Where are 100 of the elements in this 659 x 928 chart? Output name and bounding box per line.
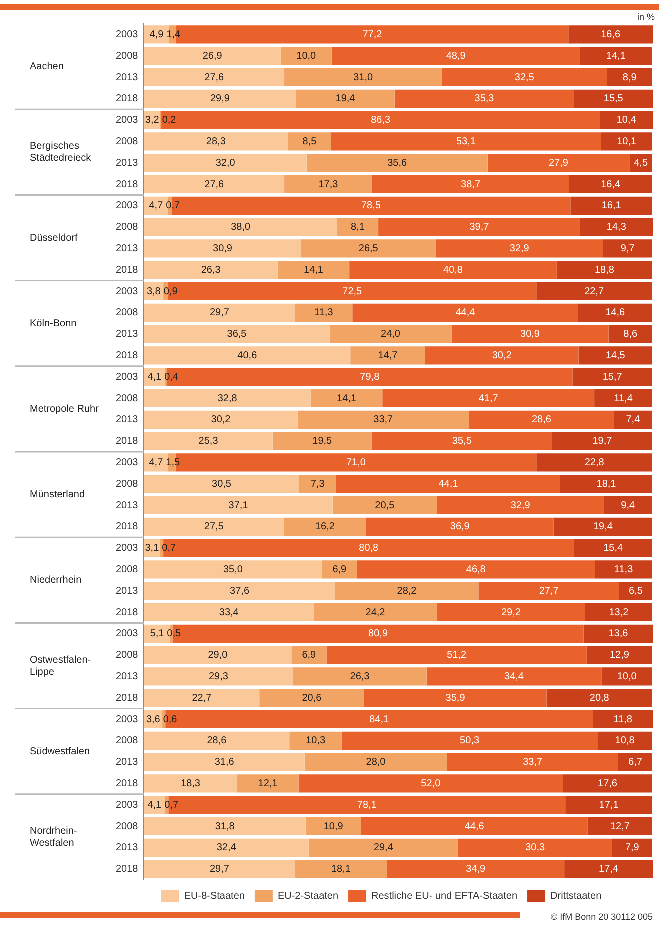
bar xyxy=(290,732,342,750)
data-label: 4,1 xyxy=(148,372,162,383)
bar xyxy=(332,47,580,66)
data-label: 32,4 xyxy=(216,842,237,854)
data-label: 16,6 xyxy=(601,29,621,40)
data-label: 26,3 xyxy=(201,264,222,276)
y-tick-label: 2018 xyxy=(116,522,139,533)
data-label: 18,8 xyxy=(594,264,615,276)
data-label: 11,3 xyxy=(314,308,334,319)
bar xyxy=(299,475,336,494)
data-label: 48,9 xyxy=(446,50,466,62)
bar xyxy=(552,432,652,450)
data-label: 30,2 xyxy=(492,350,512,362)
data-label: 18,1 xyxy=(331,864,352,876)
bar xyxy=(546,689,652,708)
data-label: 29,9 xyxy=(210,94,230,105)
text: Ostwestfalen-Lippe xyxy=(30,654,92,678)
bar xyxy=(144,603,314,622)
bar xyxy=(580,47,652,66)
bar xyxy=(280,47,332,66)
data-label: 31,0 xyxy=(354,72,374,84)
y-tick-label: 2008 xyxy=(116,222,139,234)
bar xyxy=(144,774,238,793)
bar xyxy=(144,261,278,280)
y-tick-label: 2003 xyxy=(116,29,139,40)
y-tick-label: 2018 xyxy=(116,864,139,876)
y-tick-label: 2013 xyxy=(116,671,139,682)
bar xyxy=(603,240,652,258)
bar xyxy=(288,132,332,151)
data-label: 38,7 xyxy=(461,179,481,190)
bar xyxy=(144,496,333,515)
y-tick-label: 2003 xyxy=(116,714,139,726)
data-label: 8,6 xyxy=(624,329,638,340)
data-label: 8,5 xyxy=(302,136,318,148)
data-label: 7,4 xyxy=(626,414,641,426)
bar xyxy=(566,796,652,814)
data-label: 80,8 xyxy=(359,543,380,554)
bar xyxy=(350,261,557,280)
y-tick-label: 2003 xyxy=(116,457,139,468)
data-label: 9,7 xyxy=(620,243,636,254)
data-label: 22,8 xyxy=(584,457,605,468)
bar xyxy=(372,432,552,450)
data-label: 4,7 xyxy=(149,457,164,468)
bar xyxy=(442,68,608,87)
bar xyxy=(602,668,652,686)
bar xyxy=(144,560,322,579)
y-tick-label: 2013 xyxy=(116,500,139,512)
data-label: 3,1 xyxy=(145,543,160,554)
bar xyxy=(298,774,564,793)
data-label: 37,1 xyxy=(228,500,249,512)
data-label: 34,9 xyxy=(466,864,486,876)
data-label: 25,3 xyxy=(198,436,219,448)
text: Aachen xyxy=(30,62,64,73)
data-label: 38,0 xyxy=(231,222,251,234)
bar xyxy=(560,475,652,494)
data-label: 15,5 xyxy=(604,94,624,105)
data-label: 12,1 xyxy=(258,778,278,790)
data-label: 80,9 xyxy=(368,628,388,640)
bar xyxy=(350,346,426,365)
data-label: 29,0 xyxy=(208,650,228,662)
bar xyxy=(586,646,652,664)
bar xyxy=(488,154,630,172)
data-label: 29,3 xyxy=(208,671,229,682)
data-label: 77,2 xyxy=(362,29,383,40)
bar xyxy=(569,175,652,194)
bar xyxy=(604,496,652,515)
bar xyxy=(144,732,290,750)
bar xyxy=(378,218,580,236)
y-tick-label: 2008 xyxy=(116,821,139,832)
bar xyxy=(144,689,260,708)
bar xyxy=(578,346,652,365)
data-label: 0,7 xyxy=(166,200,180,212)
data-label: 27,7 xyxy=(539,586,560,597)
y-tick-label: 2008 xyxy=(116,478,139,490)
data-label: 35,5 xyxy=(452,436,472,448)
data-label: 4,5 xyxy=(634,158,648,169)
data-label: 28,6 xyxy=(207,736,228,747)
bar xyxy=(296,90,395,108)
y-tick-label: 2018 xyxy=(116,94,139,105)
data-label: 29,7 xyxy=(210,864,230,876)
text: Südwestfalen xyxy=(30,746,90,758)
data-label: 15,4 xyxy=(604,543,624,554)
bar xyxy=(394,90,574,108)
text: © IfM Bonn 20 30112 005 xyxy=(550,912,653,922)
bar xyxy=(162,111,600,130)
bar xyxy=(536,454,652,472)
data-label: 0,5 xyxy=(167,628,182,640)
bar xyxy=(144,410,298,429)
bar xyxy=(366,518,554,536)
data-label: 44,1 xyxy=(438,478,459,490)
bar xyxy=(144,389,311,408)
bar xyxy=(284,68,442,87)
text: Münsterland xyxy=(30,490,86,501)
y-tick-label: 2003 xyxy=(116,115,139,126)
bar xyxy=(166,710,594,729)
bar xyxy=(600,111,653,130)
data-label: 31,6 xyxy=(214,757,235,768)
data-label: 4,7 xyxy=(149,200,164,212)
bar xyxy=(436,496,604,515)
bar xyxy=(584,624,653,643)
